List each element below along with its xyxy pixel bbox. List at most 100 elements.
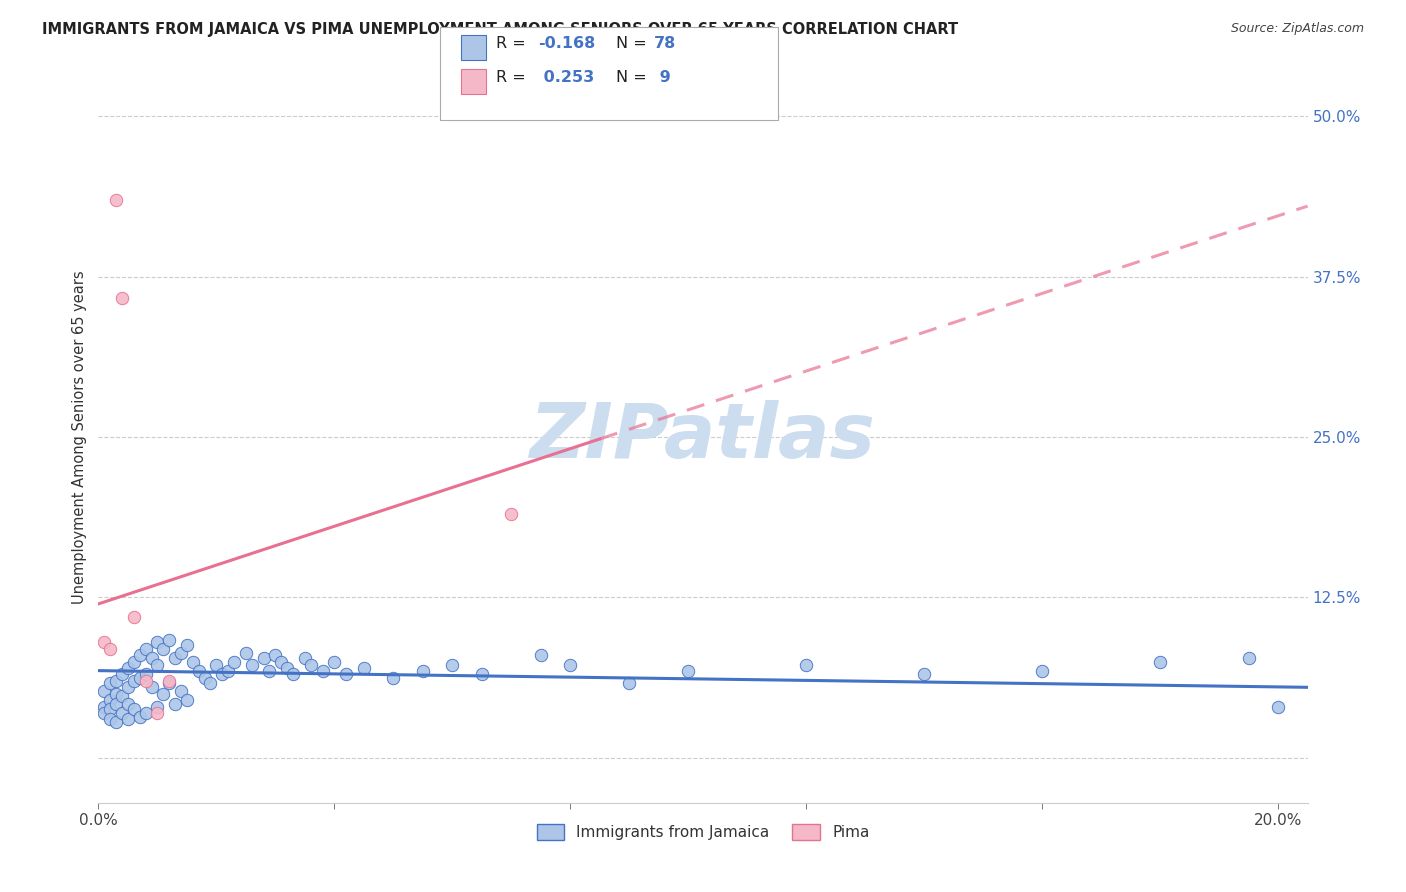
Point (111, 292, 134, 306)
Point (264, 648, 287, 663)
Text: 0.253: 0.253 (538, 70, 595, 85)
Text: -0.168: -0.168 (538, 36, 596, 51)
Point (353, 661, 375, 675)
Point (1149, 655, 1171, 669)
Point (170, 646, 193, 660)
Point (146, 635, 169, 649)
Legend: Immigrants from Jamaica, Pima: Immigrants from Jamaica, Pima (530, 818, 876, 847)
Point (530, 648, 553, 663)
Point (252, 650, 274, 665)
Point (165, 650, 187, 665)
Point (128, 710, 150, 724)
Point (146, 706, 169, 720)
Text: N =: N = (616, 70, 652, 85)
Point (157, 673, 180, 688)
Point (276, 661, 298, 675)
Point (98, 641, 121, 656)
Point (157, 632, 180, 647)
Point (678, 664, 700, 678)
Point (122, 702, 145, 716)
Point (382, 671, 405, 685)
Point (146, 658, 169, 673)
Point (205, 658, 228, 673)
Point (281, 667, 304, 681)
Point (311, 664, 333, 678)
Text: IMMIGRANTS FROM JAMAICA VS PIMA UNEMPLOYMENT AMONG SENIORS OVER 65 YEARS CORRELA: IMMIGRANTS FROM JAMAICA VS PIMA UNEMPLOY… (42, 22, 959, 37)
Point (1237, 650, 1260, 665)
Point (323, 655, 346, 669)
Point (122, 609, 145, 624)
Point (335, 667, 357, 681)
Point (111, 690, 134, 704)
Point (187, 664, 209, 678)
Point (217, 664, 239, 678)
Point (93, 635, 115, 649)
Point (98, 676, 121, 690)
Point (98, 693, 121, 707)
Point (299, 658, 322, 673)
Point (619, 676, 641, 690)
Point (141, 681, 163, 695)
Point (98, 712, 121, 726)
Point (1267, 699, 1289, 714)
Point (141, 650, 163, 665)
Point (105, 687, 128, 701)
Point (912, 667, 935, 681)
Point (117, 697, 139, 711)
Point (128, 648, 150, 663)
Point (105, 714, 128, 729)
Point (259, 664, 281, 678)
Point (176, 693, 198, 707)
Point (165, 697, 187, 711)
Point (93, 699, 115, 714)
Point (146, 699, 169, 714)
Text: N =: N = (616, 36, 652, 51)
Text: R =: R = (496, 36, 531, 51)
Point (117, 661, 139, 675)
Point (152, 641, 174, 656)
Y-axis label: Unemployment Among Seniors over 65 years: Unemployment Among Seniors over 65 years (72, 270, 87, 604)
Point (98, 702, 121, 716)
Point (560, 658, 582, 673)
Point (176, 638, 198, 652)
Point (170, 684, 193, 698)
Point (135, 667, 157, 681)
Point (471, 667, 494, 681)
Point (111, 706, 134, 720)
Point (1031, 664, 1053, 678)
Point (122, 655, 145, 669)
Text: ZIPatlas: ZIPatlas (530, 401, 876, 474)
Text: R =: R = (496, 70, 531, 85)
Point (135, 673, 157, 688)
Point (105, 193, 128, 207)
Point (794, 658, 817, 673)
Point (200, 676, 222, 690)
Point (412, 664, 434, 678)
Point (93, 706, 115, 720)
Point (128, 671, 150, 685)
Point (294, 650, 316, 665)
Point (152, 687, 174, 701)
Point (135, 641, 157, 656)
Point (235, 646, 257, 660)
Point (111, 667, 134, 681)
Point (157, 676, 180, 690)
Text: Source: ZipAtlas.com: Source: ZipAtlas.com (1230, 22, 1364, 36)
Point (501, 507, 523, 521)
Point (105, 697, 128, 711)
Point (135, 706, 157, 720)
Point (222, 655, 245, 669)
Point (105, 673, 128, 688)
Point (93, 684, 115, 698)
Point (211, 667, 233, 681)
Point (194, 671, 217, 685)
Point (181, 655, 204, 669)
Text: 78: 78 (654, 36, 676, 51)
Point (441, 658, 464, 673)
Point (122, 673, 145, 688)
Point (117, 712, 139, 726)
Point (240, 658, 263, 673)
Text: 9: 9 (654, 70, 671, 85)
Point (117, 681, 139, 695)
Point (270, 655, 292, 669)
